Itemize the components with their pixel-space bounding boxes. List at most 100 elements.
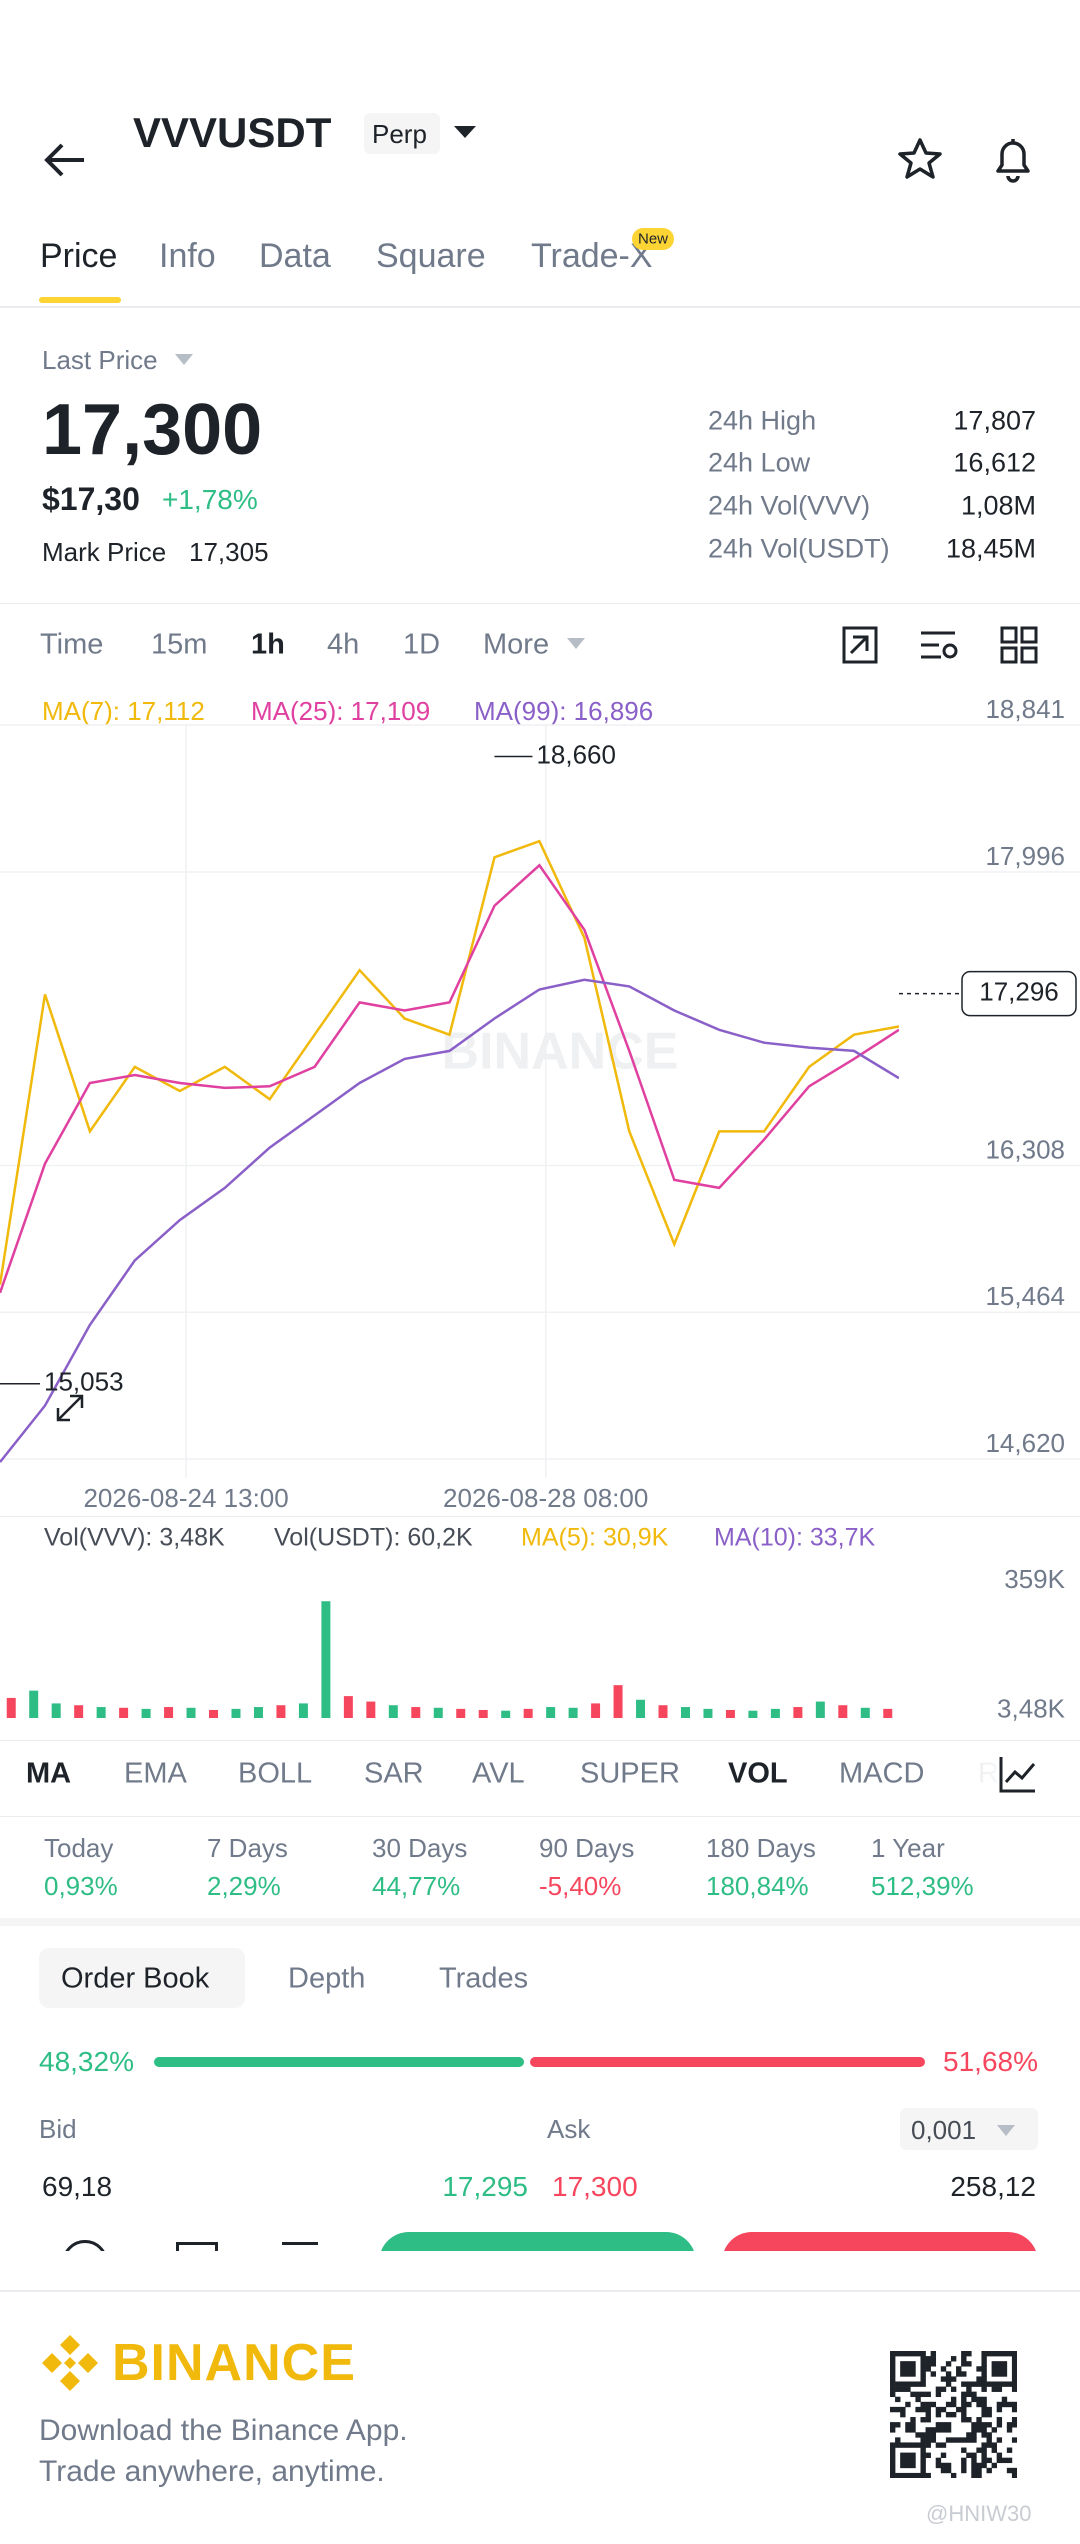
qr-cell xyxy=(956,2437,962,2443)
qr-cell xyxy=(1011,2406,1017,2413)
buy-button[interactable] xyxy=(379,2232,696,2251)
volume-legend: Vol(VVV): 3,48K xyxy=(44,1523,225,1552)
icon[interactable] xyxy=(176,2242,218,2251)
qr-cell xyxy=(971,2437,977,2443)
interval[interactable]: 15m xyxy=(151,628,208,661)
orderbook-tab[interactable]: Depth xyxy=(288,1962,366,1995)
qr-cell xyxy=(940,2386,947,2392)
chart-tool[interactable] xyxy=(841,625,879,665)
tab[interactable]: Trade-X xyxy=(531,237,653,275)
qr-cell xyxy=(966,2437,972,2443)
orderbook-tab[interactable]: Trades xyxy=(439,1962,529,1995)
dropdown[interactable] xyxy=(452,124,478,140)
perf-label: 30 Days xyxy=(372,1833,468,1863)
qr-cell xyxy=(966,2381,972,2387)
qr-cell xyxy=(900,2381,906,2387)
indicator-tab[interactable]: AVL xyxy=(472,1757,525,1790)
qr-cell xyxy=(910,2351,916,2357)
ask-label: Ask xyxy=(547,2114,591,2144)
interval[interactable]: 1h xyxy=(251,628,285,661)
qr-cell xyxy=(905,2457,911,2464)
usd-price: $17,30 xyxy=(42,481,140,517)
layout-grid[interactable] xyxy=(999,625,1039,665)
qr-cell xyxy=(930,2432,937,2438)
indicator-tab[interactable]: SAR xyxy=(364,1757,424,1790)
indicator-tab[interactable]: MACD xyxy=(839,1757,925,1790)
qr-cell xyxy=(900,2366,906,2372)
last-price-box xyxy=(961,970,1077,1017)
icon[interactable] xyxy=(282,2242,318,2251)
qr-cell xyxy=(1011,2386,1017,2392)
qr-cell xyxy=(890,2366,896,2372)
indicator-tab[interactable]: MA xyxy=(26,1757,72,1790)
qr-cell xyxy=(945,2401,952,2408)
symbol-title[interactable]: VVVUSDT xyxy=(133,109,332,156)
qr-cell xyxy=(1006,2422,1013,2428)
interval[interactable]: 4h xyxy=(327,628,360,661)
precision[interactable]: 0,001 xyxy=(911,2115,977,2145)
new-badge-bg xyxy=(632,228,674,250)
alert-bell[interactable] xyxy=(990,135,1036,183)
tab[interactable]: Price xyxy=(40,237,118,275)
orderbook-tab[interactable]: Order Book xyxy=(61,1962,210,1995)
qr-cell xyxy=(1011,2472,1017,2478)
qr-cell xyxy=(945,2422,952,2428)
precision-bg[interactable] xyxy=(900,2108,1038,2150)
qr-cell xyxy=(961,2361,967,2367)
chart-settings[interactable] xyxy=(918,625,960,665)
qr-cell xyxy=(900,2462,906,2469)
favorite-star[interactable] xyxy=(897,137,943,181)
ask-amount: 258,12 xyxy=(950,2171,1036,2202)
volume-bar xyxy=(546,1707,556,1718)
qr-cell xyxy=(925,2417,931,2423)
qr-cell xyxy=(945,2462,952,2469)
qr-cell xyxy=(940,2376,947,2382)
qr-cell xyxy=(890,2427,896,2433)
high-label: 18,660 xyxy=(536,739,616,769)
qr-cell xyxy=(981,2376,987,2382)
tab[interactable]: Data xyxy=(259,237,331,275)
watermark: @HNIW30 xyxy=(926,2501,1032,2526)
price-change: +1,78% xyxy=(162,484,258,515)
interval[interactable]: Time xyxy=(40,628,104,661)
divider xyxy=(0,1516,1080,1517)
qr-cell xyxy=(945,2437,952,2443)
qr-cell xyxy=(961,2371,967,2377)
tab[interactable]: Info xyxy=(159,237,216,275)
qr-cell xyxy=(981,2406,987,2413)
indicator-settings[interactable] xyxy=(998,1754,1038,1794)
indicator-tab[interactable]: SUPER xyxy=(580,1757,680,1790)
qr-cell xyxy=(920,2432,926,2438)
dropdown xyxy=(997,2125,1015,2136)
indicator-tab[interactable]: VOL xyxy=(728,1757,788,1790)
qr-cell xyxy=(915,2406,921,2413)
qr-cell xyxy=(986,2432,992,2438)
qr-cell xyxy=(925,2391,931,2398)
qr-cell xyxy=(1011,2437,1017,2443)
interval[interactable]: More xyxy=(483,628,550,661)
dropdown xyxy=(567,638,585,649)
qr-cell xyxy=(900,2361,906,2367)
divider xyxy=(0,306,1080,308)
qr-cell xyxy=(940,2427,947,2433)
indicator-tab[interactable]: BOLL xyxy=(238,1757,313,1790)
interval[interactable]: 1D xyxy=(403,628,441,661)
last-price-label[interactable]: Last Price xyxy=(42,345,158,375)
qr-cell xyxy=(895,2422,901,2428)
qr-cell xyxy=(890,2447,896,2453)
volume-bar xyxy=(748,1710,758,1718)
qr-cell xyxy=(890,2462,896,2469)
y-tick-label: 15,464 xyxy=(985,1281,1065,1311)
indicator-tab[interactable]: EMA xyxy=(124,1757,187,1790)
sell-button[interactable] xyxy=(722,2232,1038,2251)
qr-cell xyxy=(940,2462,947,2469)
qr-cell xyxy=(976,2376,982,2382)
qr-cell xyxy=(935,2462,942,2469)
qr-cell xyxy=(1006,2381,1013,2387)
tab[interactable]: Square xyxy=(376,237,486,275)
qr-cell xyxy=(930,2427,937,2433)
qr-cell xyxy=(895,2396,901,2403)
qr-cell xyxy=(890,2442,896,2448)
back-button[interactable] xyxy=(42,140,88,180)
divider xyxy=(0,1816,1080,1817)
